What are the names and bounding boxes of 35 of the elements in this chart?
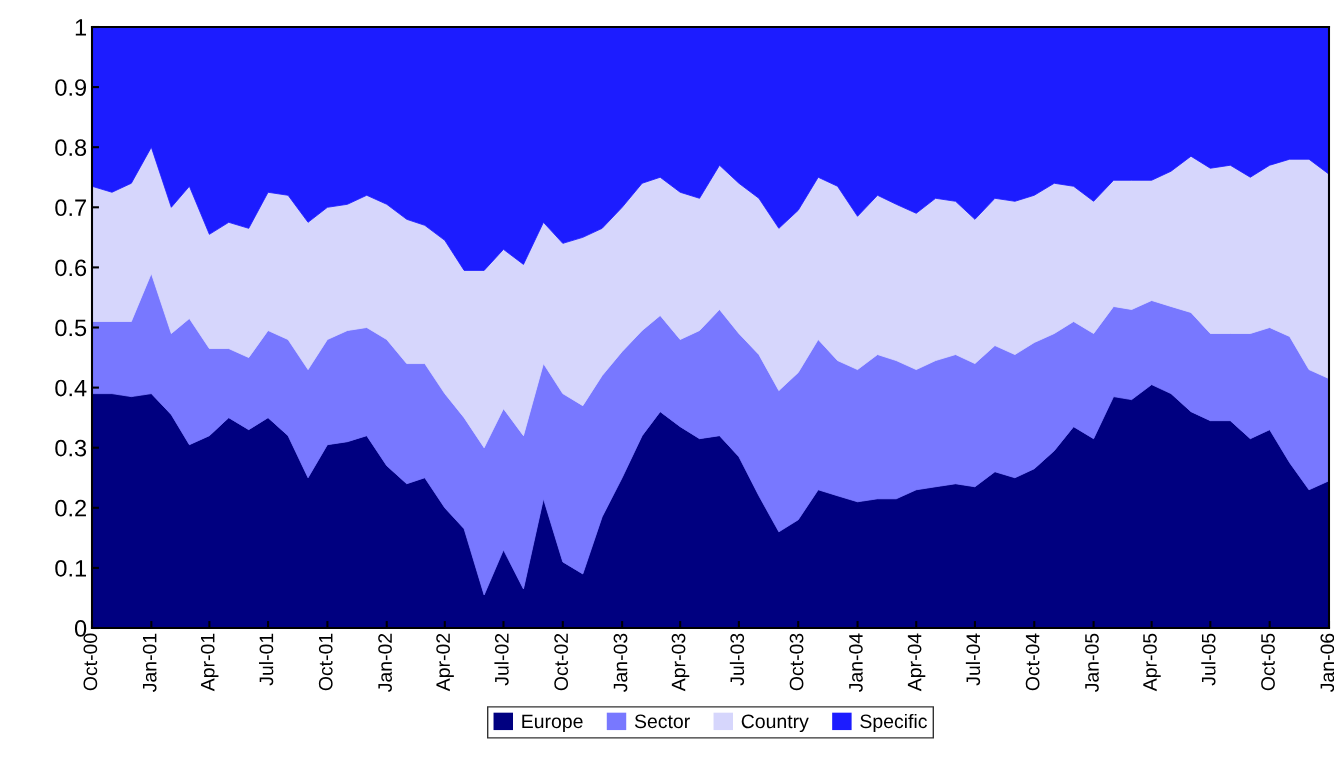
x-tick-label: Apr-03 xyxy=(671,633,690,692)
x-tick-label: Apr-01 xyxy=(200,633,219,692)
y-tick-label: 0.7 xyxy=(55,199,86,217)
y-tick-label: 0.5 xyxy=(55,319,87,337)
y-tick-label: 0.3 xyxy=(55,439,87,457)
x-tick-label: Oct-01 xyxy=(318,633,333,691)
x-tick-label: Oct-02 xyxy=(554,633,569,691)
x-tick-label: Jul-04 xyxy=(965,633,981,686)
y-tick-label: 0.9 xyxy=(55,79,87,96)
x-tick-label: Jan-05 xyxy=(1085,633,1099,693)
x-tick-label: Jul-05 xyxy=(1201,633,1216,686)
y-tick-label: 0.4 xyxy=(55,379,87,397)
y-tick-label: 1 xyxy=(75,19,86,36)
y-tick-label: 0.8 xyxy=(55,139,87,156)
y-tick-label: 0.2 xyxy=(55,499,86,517)
x-tick-label: Jan-03 xyxy=(613,633,628,693)
x-tick-label: Jan-02 xyxy=(378,633,392,693)
x-tick-label: Oct-03 xyxy=(789,633,804,691)
legend-label: Country xyxy=(741,714,809,733)
legend-label: Sector xyxy=(634,714,690,729)
x-tick-label: Apr-04 xyxy=(907,633,926,692)
y-tick-label: 0.1 xyxy=(55,559,86,577)
x-tick-label: Apr-05 xyxy=(1143,633,1161,692)
x-tick-label: Jan-06 xyxy=(1320,633,1334,693)
x-tick-label: Oct-04 xyxy=(1025,633,1040,691)
x-tick-label: Oct-05 xyxy=(1261,633,1275,691)
x-tick-label: Jan-01 xyxy=(142,633,157,693)
x-tick-label: Jul-01 xyxy=(259,633,274,686)
legend-label: Europe xyxy=(522,714,583,733)
x-tick-label: Apr-02 xyxy=(436,633,454,692)
legend-label: Specific xyxy=(860,713,927,733)
y-tick-label: 0.6 xyxy=(55,259,87,277)
x-tick-label: Jan-04 xyxy=(849,633,863,693)
x-tick-label: Jul-02 xyxy=(494,633,509,686)
x-tick-label: Jul-03 xyxy=(729,633,745,686)
